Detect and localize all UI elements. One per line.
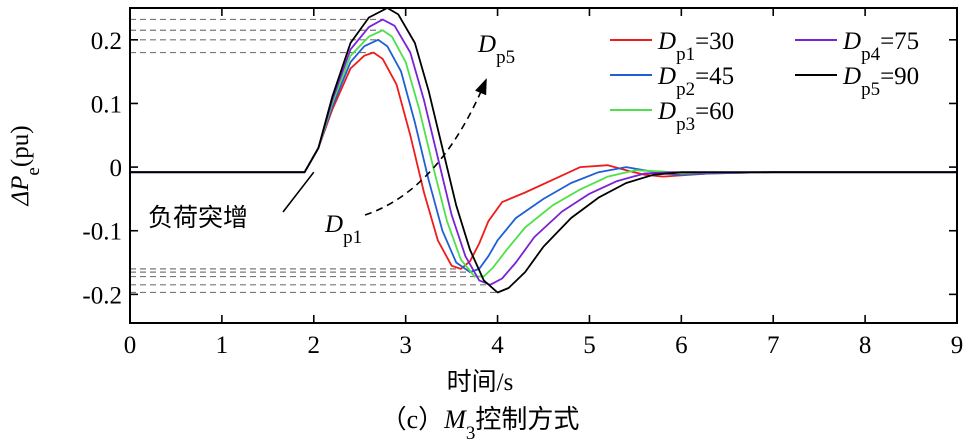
legend-label: Dp4=75 (842, 28, 919, 65)
series-line-p4 (130, 18, 957, 286)
y-axis-title: ΔPe(pu) (7, 125, 44, 206)
load-increase-leader (282, 171, 315, 213)
figure-caption: （c）M3控制方式 (381, 405, 580, 444)
legend-label: Dp1=30 (657, 28, 734, 65)
load-increase-label: 负荷突增 (148, 204, 248, 232)
arrow-end-sub: p5 (496, 47, 515, 68)
y-tick-label: 0 (110, 155, 123, 182)
y-axis-title-main: ΔP (7, 176, 34, 207)
x-axis-title: 时间/s (447, 368, 514, 396)
annotations: 负荷突增 Dp1 Dp5 (148, 31, 515, 248)
plot-frame (129, 7, 958, 324)
x-tick-label: 2 (308, 332, 321, 359)
y-tick-label: -0.1 (82, 219, 122, 246)
arrow-start-main: D (324, 211, 343, 238)
y-axis-title-suffix: (pu) (7, 125, 34, 167)
series-line-p5 (130, 7, 957, 294)
x-tick-label: 6 (675, 332, 688, 359)
arrow-end-main: D (477, 31, 496, 58)
x-tick-label: 0 (124, 332, 137, 359)
legend-label: Dp5=90 (842, 63, 919, 100)
x-tick-label: 3 (399, 332, 412, 359)
x-tick-label: 7 (767, 332, 780, 359)
trend-arrow-head (475, 78, 487, 96)
y-tick-label: -0.2 (82, 282, 122, 309)
series-lines (130, 7, 957, 294)
series-line-p3 (130, 29, 957, 278)
x-tick-label: 4 (491, 332, 504, 359)
caption-sub: 3 (466, 423, 476, 444)
arrow-end-label: Dp5 (477, 31, 515, 68)
y-axis-title-sub: e (23, 167, 44, 175)
x-tick-label: 1 (216, 332, 229, 359)
legend-label: Dp3=60 (657, 98, 734, 135)
arrow-start-sub: p1 (343, 227, 362, 248)
caption-main: M (443, 405, 467, 434)
x-tick-label: 9 (951, 332, 964, 359)
legend-label: Dp2=45 (657, 63, 734, 100)
y-tick-label: 0.1 (91, 91, 122, 118)
x-axis-ticks: 0 1 2 3 4 5 6 7 8 9 (124, 8, 964, 359)
trend-arrow (364, 79, 487, 216)
caption-prefix: （c） (381, 405, 445, 434)
arrow-start-label: Dp1 (324, 211, 362, 248)
y-axis-ticks: 0.2 0.1 0 -0.1 -0.2 (82, 28, 957, 309)
x-tick-label: 8 (859, 332, 872, 359)
caption-suffix: 控制方式 (475, 405, 579, 434)
y-tick-label: 0.2 (91, 28, 122, 55)
series-line-p1 (130, 51, 957, 270)
x-tick-label: 5 (583, 332, 596, 359)
